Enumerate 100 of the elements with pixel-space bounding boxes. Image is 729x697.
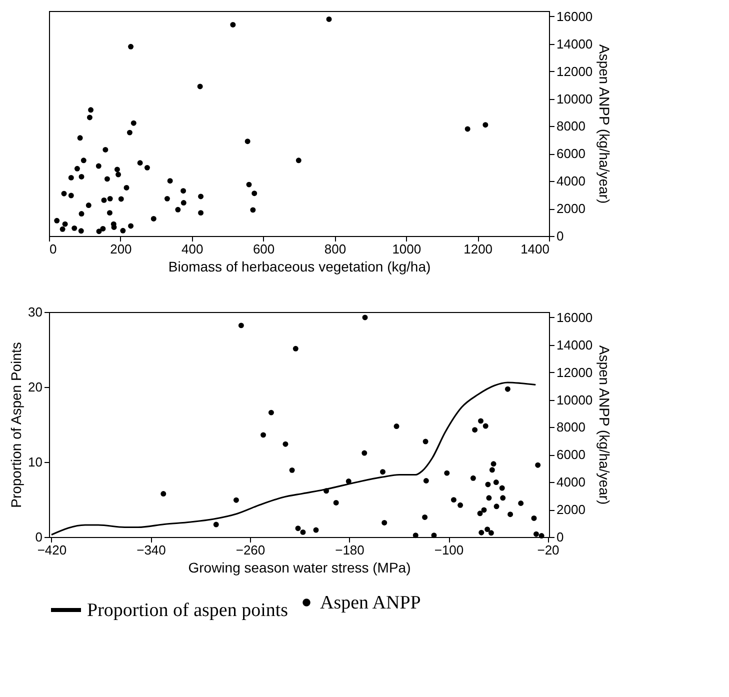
y2-tick-label: 10000 [556, 392, 593, 408]
point [72, 225, 78, 231]
point [458, 502, 464, 508]
x-tick-label: 400 [182, 242, 204, 256]
point [260, 432, 266, 438]
point [494, 504, 500, 510]
point [412, 532, 418, 538]
y-tick-label: 20 [28, 380, 42, 394]
point [80, 158, 86, 164]
point [500, 495, 506, 501]
point [431, 532, 437, 538]
point [489, 467, 495, 473]
point [62, 221, 68, 227]
point [244, 138, 250, 144]
point [86, 202, 92, 208]
point [535, 462, 541, 468]
point [167, 178, 173, 184]
point [422, 438, 428, 444]
point [197, 84, 203, 90]
point [423, 478, 429, 484]
point [102, 146, 108, 152]
y2-tick-label: 12000 [556, 64, 593, 79]
point [118, 196, 124, 202]
point [120, 228, 126, 234]
point [180, 188, 186, 194]
point [508, 512, 514, 518]
point [96, 228, 102, 234]
point [482, 122, 488, 128]
y2-tick-label: 16000 [556, 310, 593, 325]
point [394, 424, 400, 430]
point [68, 174, 74, 180]
y2-tick-label: 2000 [556, 502, 586, 518]
point [144, 164, 150, 170]
point [538, 533, 544, 538]
x-tick-label: 0 [50, 242, 57, 256]
y2-tick-label: 8000 [556, 118, 586, 134]
point [150, 216, 156, 222]
y2-tick-label: 12000 [556, 364, 593, 380]
point [531, 515, 537, 521]
point [533, 531, 539, 537]
x-tick-label: 800 [324, 242, 346, 256]
point [96, 163, 102, 169]
y2-tick-label: 14000 [556, 337, 593, 352]
point [295, 526, 301, 532]
point [477, 510, 483, 516]
point [499, 485, 505, 491]
x-tick-label: 1400 [520, 242, 550, 256]
point [422, 514, 428, 520]
y2-tick-label: 14000 [556, 36, 593, 52]
point [68, 192, 74, 198]
point [482, 423, 488, 429]
point [362, 314, 368, 320]
y2-tick-label: 16000 [556, 8, 593, 24]
point [282, 441, 288, 447]
point [86, 114, 92, 120]
point [137, 160, 143, 166]
point [362, 450, 368, 456]
point [128, 44, 134, 50]
point [470, 475, 476, 481]
point [488, 530, 494, 536]
point [130, 120, 136, 126]
point [268, 410, 274, 416]
legend-label: Proportion of aspen points [87, 600, 288, 621]
point [175, 206, 181, 212]
point [124, 184, 130, 190]
x-tick-label: 200 [110, 242, 132, 256]
point [246, 182, 252, 188]
point [464, 126, 470, 132]
point [292, 346, 298, 352]
point [450, 497, 456, 503]
point [380, 469, 386, 475]
point [78, 211, 84, 217]
point [60, 226, 66, 232]
legend-label: Aspen ANPP [320, 592, 421, 614]
x-tick-label: 1200 [464, 242, 493, 256]
x-axis-title: Growing season water stress (MPa) [188, 560, 411, 576]
point [164, 196, 170, 202]
y-tick-label: 10 [28, 454, 42, 470]
point [478, 530, 484, 536]
point [126, 130, 132, 136]
point [106, 210, 112, 216]
y2-tick-label: 6000 [556, 447, 586, 462]
point [504, 386, 510, 392]
point [198, 194, 204, 200]
point [104, 176, 110, 182]
x-tick-label: 1000 [392, 242, 422, 256]
y2-tick-label: 4000 [556, 174, 586, 189]
point [472, 427, 478, 433]
point [238, 322, 244, 328]
point [230, 22, 236, 28]
point [478, 418, 484, 424]
y2-tick-label: 10000 [556, 91, 593, 106]
point [444, 470, 450, 476]
point [74, 166, 80, 172]
y2-tick-label: 0 [556, 530, 564, 544]
point [198, 210, 204, 216]
point [250, 207, 256, 213]
point [128, 223, 134, 229]
y2-tick-label: 2000 [556, 201, 586, 216]
y2-tick-label: 6000 [556, 146, 586, 162]
